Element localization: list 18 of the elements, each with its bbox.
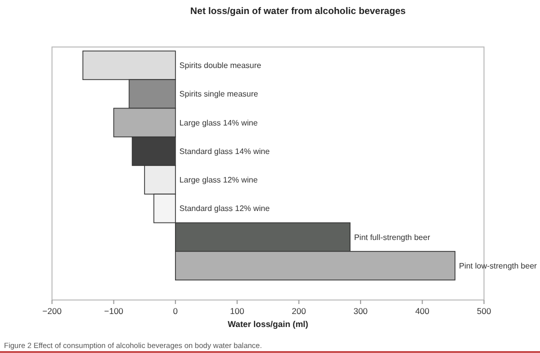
y-tick-label: Spirits single measure: [179, 90, 259, 99]
y-tick-label: Pint full-strength beer: [354, 232, 430, 242]
x-tick-label: −200: [42, 306, 62, 316]
y-tick-label: Spirits double measure: [179, 61, 262, 70]
x-tick-label: 200: [292, 306, 306, 316]
y-tick-label: Pint low-strength beer: [458, 261, 538, 270]
y-tick-label: Large glass 12% wine: [179, 176, 258, 185]
x-tick-label: 0: [173, 306, 178, 316]
chart-title: Net loss/gain of water from alcoholic beverages: [190, 6, 406, 17]
x-tick-label: 100: [230, 306, 245, 316]
y-tick-label: Standard glass 12% wine: [179, 204, 270, 214]
x-tick-label: 400: [415, 306, 430, 316]
x-tick-label: −100: [104, 306, 124, 316]
x-tick-label: 300: [353, 306, 368, 316]
x-axis-title: Water loss/gain (ml): [228, 319, 308, 329]
x-tick-label: 500: [476, 306, 492, 316]
y-tick-label: Standard glass 14% wine: [179, 146, 270, 156]
y-tick-label: Large glass 14% wine: [179, 118, 258, 128]
